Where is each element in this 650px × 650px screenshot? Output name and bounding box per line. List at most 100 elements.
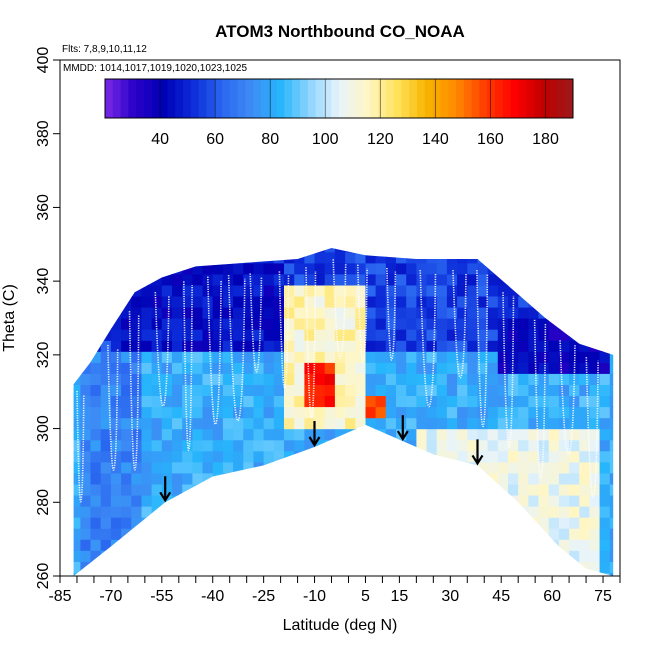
heatmap-cell: [375, 306, 387, 319]
heatmap-cell: [151, 384, 163, 396]
heatmap-cell: [121, 273, 132, 286]
heatmap-cell: [233, 284, 244, 297]
heatmap-cell: [202, 472, 214, 485]
heatmap-cell: [73, 306, 81, 319]
heatmap-cell: [589, 483, 601, 496]
heatmap-cell: [182, 395, 193, 408]
heatmap-cell: [487, 428, 499, 441]
heatmap-cell: [80, 362, 92, 374]
heatmap-cell: [589, 306, 601, 319]
x-tick-label: -10: [303, 588, 326, 605]
heatmap-cell: [141, 362, 153, 374]
heatmap-cell: [110, 318, 122, 330]
heatmap-cell: [172, 318, 183, 330]
heatmap-cell: [599, 494, 611, 507]
heatmap-cell: [365, 384, 377, 396]
heatmap-cell: [518, 483, 529, 496]
heatmap-cell: [253, 273, 265, 286]
heatmap-cell: [131, 340, 143, 352]
heatmap-cell: [355, 306, 367, 319]
heatmap-cell: [426, 561, 438, 573]
heatmap-cell: [110, 295, 122, 308]
heatmap-cell: [182, 295, 193, 308]
heatmap-cell: [233, 362, 244, 374]
heatmap-cell: [273, 539, 285, 551]
heatmap-cell: [253, 295, 265, 308]
heatmap-cell: [202, 428, 214, 441]
heatmap-cell: [375, 483, 387, 496]
heatmap-cell: [243, 494, 255, 507]
heatmap-cell: [233, 230, 244, 242]
heatmap-cell: [192, 295, 204, 308]
heatmap-cell: [192, 351, 204, 363]
heatmap-cell: [446, 384, 458, 396]
heatmap-cell: [100, 251, 112, 264]
heatmap-cell: [284, 406, 295, 419]
heatmap-cell: [324, 406, 336, 419]
heatmap-cell: [151, 373, 163, 385]
heatmap-cell: [508, 428, 519, 441]
heatmap-cell: [385, 417, 397, 430]
heatmap-cell: [385, 306, 397, 319]
heatmap-cell: [172, 539, 183, 551]
heatmap-cell: [131, 539, 143, 551]
heatmap-cell: [294, 262, 305, 275]
heatmap-cell: [538, 351, 550, 363]
heatmap-cell: [182, 461, 193, 474]
heatmap-cell: [80, 517, 92, 529]
heatmap-cell: [365, 295, 377, 308]
heatmap-cell: [528, 395, 540, 408]
heatmap-cell: [314, 248, 326, 253]
heatmap-cell: [73, 362, 81, 374]
heatmap-cell: [161, 561, 173, 573]
heatmap-cell: [161, 472, 173, 485]
heatmap-cell: [192, 340, 204, 352]
heatmap-cell: [436, 248, 448, 253]
heatmap-cell: [457, 351, 468, 363]
heatmap-cell: [243, 362, 255, 374]
heatmap-cell: [416, 417, 428, 430]
heatmap-cell: [263, 539, 275, 551]
heatmap-cell: [284, 494, 295, 507]
heatmap-cell: [558, 373, 570, 385]
heatmap-cell: [131, 561, 143, 573]
heatmap-cell: [110, 539, 122, 551]
heatmap-cell: [212, 428, 224, 441]
heatmap-cell: [284, 517, 295, 529]
heatmap-cell: [243, 472, 255, 485]
heatmap-cell: [365, 450, 377, 463]
heatmap-cell: [477, 306, 489, 319]
heatmap-cell: [324, 506, 336, 518]
heatmap-cell: [508, 251, 519, 264]
heatmap-cell: [467, 284, 479, 297]
heatmap-cell: [202, 572, 214, 576]
heatmap-cell: [446, 439, 458, 452]
heatmap-cell: [334, 373, 346, 385]
heatmap-cell: [355, 472, 367, 485]
heatmap-cell: [447, 230, 458, 242]
heatmap-cell: [436, 494, 448, 507]
x-tick-label: -25: [252, 588, 275, 605]
heatmap-cell: [121, 517, 132, 529]
heatmap-cell: [538, 262, 550, 275]
colorbar: 40 60 80 100 120 140 160 180: [104, 78, 574, 148]
heatmap-cell: [131, 406, 143, 419]
colorbar-segment: [268, 79, 278, 118]
heatmap-cell: [253, 461, 265, 474]
heatmap-cell: [477, 417, 489, 430]
heatmap-cell: [569, 295, 580, 308]
colorbar-segment: [214, 79, 223, 118]
heatmap-cell: [579, 550, 591, 562]
heatmap-cell: [385, 251, 397, 264]
heatmap-cell: [131, 528, 143, 540]
heatmap-cell: [589, 251, 601, 264]
heatmap-cell: [314, 506, 326, 518]
heatmap-cell: [161, 483, 173, 496]
heatmap-cell: [304, 417, 316, 430]
heatmap-cell: [599, 262, 611, 275]
heatmap-cell: [151, 273, 163, 286]
heatmap-cell: [446, 262, 458, 275]
heatmap-cell: [579, 472, 591, 485]
heatmap-cell: [100, 428, 112, 441]
heatmap-cell: [273, 472, 285, 485]
